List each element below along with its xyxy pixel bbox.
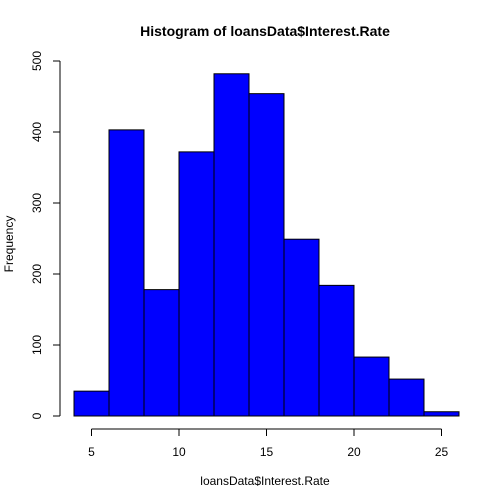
x-axis-label: loansData$Interest.Rate [200,474,330,488]
y-tick-label: 400 [30,122,44,142]
x-tick-label: 5 [88,445,95,459]
y-tick-label: 300 [30,193,44,213]
histogram-bar [108,129,145,417]
y-tick-label: 500 [30,51,44,71]
histogram-bar [73,390,110,417]
x-tick-label: 15 [260,445,274,459]
y-axis-label: Frequency [2,216,16,273]
x-tick-label: 20 [347,445,361,459]
histogram-bar [283,238,320,417]
x-tick-label: 25 [435,445,449,459]
y-tick-label: 0 [30,412,44,419]
x-tick-label: 10 [172,445,186,459]
histogram-bar [318,284,355,417]
x-axis: 5 10 15 20 25 [88,428,449,459]
histogram-bar [143,289,180,417]
y-tick-label: 200 [30,264,44,284]
histogram-bar [213,73,250,417]
y-axis: 0 100 200 300 400 500 [30,51,61,419]
chart-title: Histogram of loansData$Interest.Rate [140,23,390,39]
histogram-bar [353,356,390,417]
y-tick-label: 100 [30,335,44,355]
histogram-bar [248,93,285,417]
bars-group [73,73,460,417]
histogram-bar [178,151,215,417]
histogram-bar [423,411,460,417]
histogram-bar [388,378,425,417]
